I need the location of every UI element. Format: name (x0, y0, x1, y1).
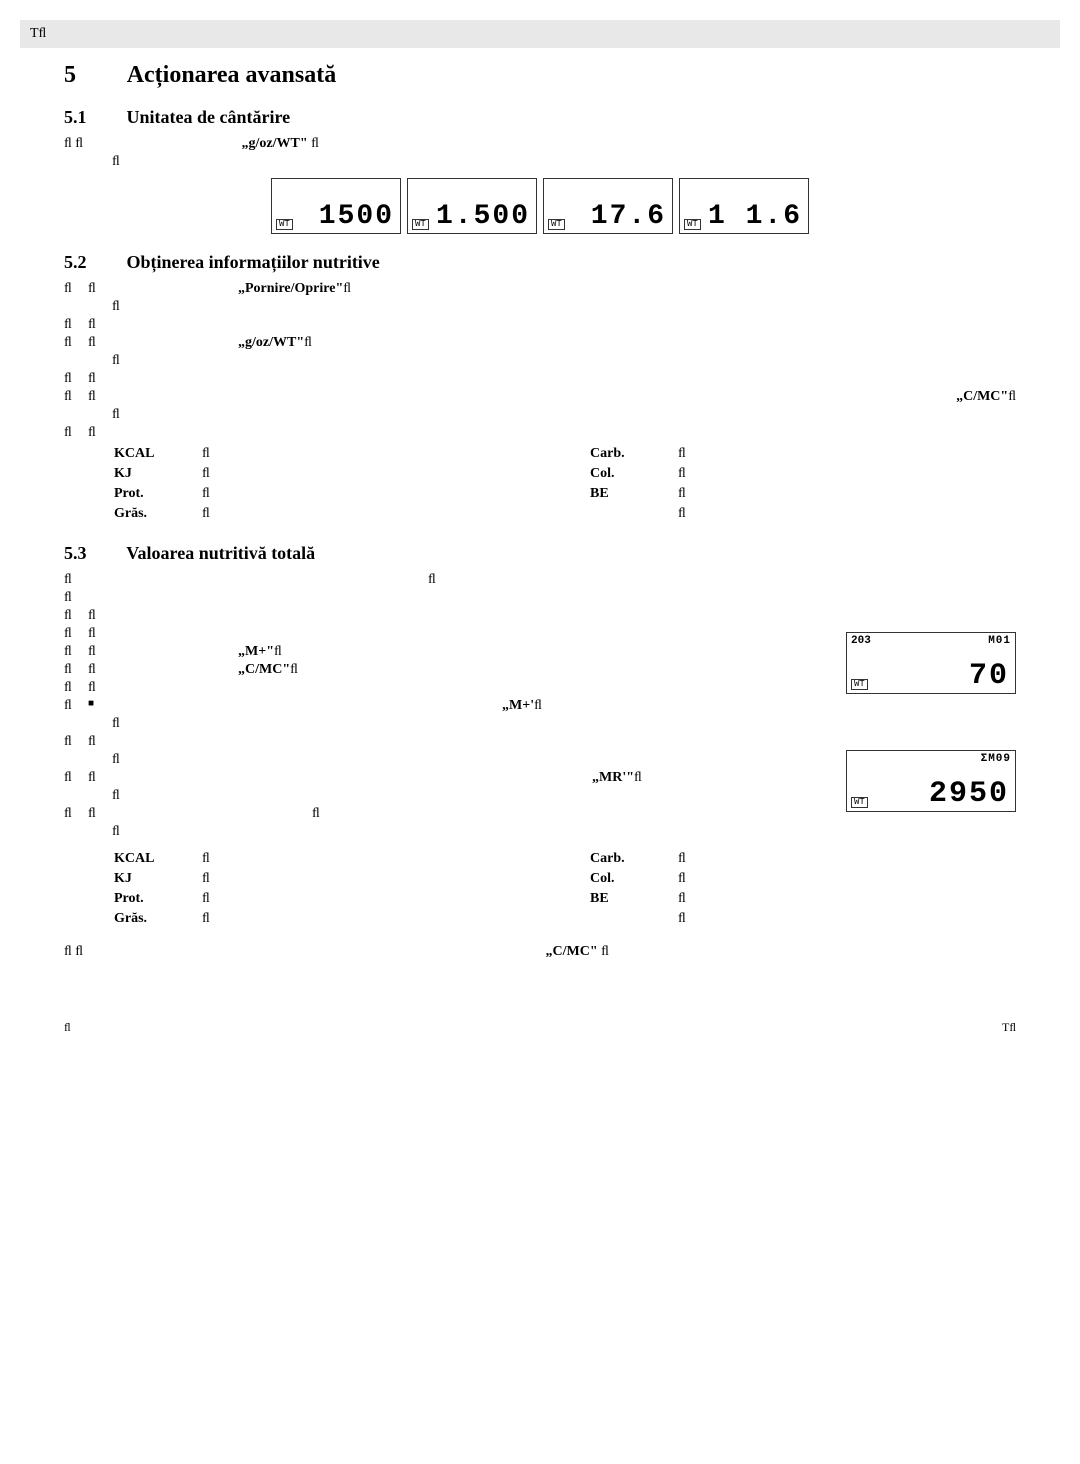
sec51-l1-bul: ﬂ ﬂ (64, 136, 112, 152)
sec51-number: 5.1 (64, 107, 122, 128)
list-item: ﬂﬂxxxxxxxxxxxxxxxxxx„g/oz/WT"ﬂ (64, 335, 1016, 351)
table-row: Carb.ﬂ (582, 445, 694, 463)
chapter-title: Acționarea avansată (127, 62, 337, 88)
lcd-1.500: 1.500 WT (407, 178, 537, 234)
lcd-17.6-val: 17.6 (591, 203, 666, 231)
list-item: ﬂﬂxxxxxxxxxxxxxxxxxx„M+"ﬂ (64, 644, 826, 660)
list-item: ﬂﬂﬂ (64, 806, 826, 822)
list-item: ﬂﬂxxxxxxxxxxxxxxxxxx„Pornire/Oprire"ﬂ (64, 281, 1016, 297)
lcd-1-1.6-tag: WT (684, 219, 701, 230)
lcd-17.6-tag: WT (548, 219, 565, 230)
table-row: Col.ﬂ (582, 870, 694, 888)
table-row: Prot.ﬂ (106, 890, 218, 908)
lcd-sum-tag: WT (851, 797, 868, 808)
table-row: Grăs.ﬂ (106, 910, 218, 928)
sec51-line2: ﬂ (64, 154, 1016, 170)
sec51-title: Unitatea de cântărire (127, 107, 291, 127)
sec52-body: ﬂﬂxxxxxxxxxxxxxxxxxx„Pornire/Oprire"ﬂ ﬂ … (64, 281, 1016, 441)
footer: ﬂ Tﬂ (20, 1020, 1060, 1035)
list-item: ﬂﬂ (64, 626, 826, 642)
lcd-1500g: 1500 WT (271, 178, 401, 234)
lcd-1-1.6-val: 1 1.6 (708, 203, 802, 231)
chapter-number: 5 (64, 62, 122, 89)
list-item: ﬂﬂ (64, 371, 1016, 387)
list-item: ﬂﬂ„MR'"ﬂ (64, 770, 826, 786)
list-item: ﬂﬂ (64, 572, 826, 588)
lcd-1.500-val: 1.500 (436, 203, 530, 231)
footer-left: ﬂ (64, 1020, 71, 1035)
chapter-heading: 5 Acționarea avansată (64, 62, 1016, 89)
table-row: Prot.ﬂ (106, 485, 218, 503)
list-item: ﬂﬂxxxxxxxxxxxxxxxxxx„C/MC"ﬂ (64, 662, 826, 678)
list-item: ﬂﬂ (64, 680, 826, 696)
table-row: KJﬂ (106, 465, 218, 483)
lcd-m01: 203 M01 70 WT (846, 632, 1016, 694)
sec53-number: 5.3 (64, 543, 122, 564)
table-row: KJﬂ (106, 870, 218, 888)
sec52-title: Obținerea informațiilor nutritive (127, 252, 380, 272)
lcd-sum-slot: ΣM09 (981, 753, 1011, 765)
sec53-info-table: KCALﬂ KJﬂ Prot.ﬂ Grăs.ﬂ Carb.ﬂ Col.ﬂ BEﬂ… (64, 848, 1016, 930)
sec51-l1-txt: xxxxxxxxxxxxxxxxxx „g/oz/WT" ﬂ (112, 136, 1016, 152)
table-row: KCALﬂ (106, 850, 218, 868)
lcd-m01-val: 70 (969, 661, 1009, 691)
list-item: ﬂ (64, 788, 826, 804)
list-item: ﬂ (64, 590, 826, 606)
header-bar: Tﬂ (20, 20, 1060, 48)
table-row: Col.ﬂ (582, 465, 694, 483)
sec53-lcd-top: 203 M01 70 WT (846, 632, 1016, 694)
sec51-l2-txt: ﬂ (112, 154, 1016, 170)
lcd-1500g-val: 1500 (319, 203, 394, 231)
sec53-last-line: ﬂ ﬂ „C/MC" ﬂ (64, 944, 1016, 960)
lcd-sum-val: 2950 (929, 779, 1009, 809)
table-row: KCALﬂ (106, 445, 218, 463)
info-left-53: KCALﬂ KJﬂ Prot.ﬂ Grăs.ﬂ (104, 848, 220, 930)
list-item: ﬂﬂ (64, 425, 1016, 441)
sec52-info-table: KCALﬂ KJﬂ Prot.ﬂ Grăs.ﬂ Carb.ﬂ Col.ﬂ BEﬂ… (64, 443, 1016, 525)
info-right-53: Carb.ﬂ Col.ﬂ BEﬂ ﬂ (580, 848, 696, 930)
sec53-lcd-bottom: ΣM09 2950 WT (846, 750, 1016, 812)
lcd-sum: ΣM09 2950 WT (846, 750, 1016, 812)
list-item: ﬂ (64, 824, 1016, 840)
sec53-heading: 5.3 Valoarea nutritivă totală (64, 543, 1016, 564)
list-item: ﬂﬂ (64, 734, 1016, 750)
table-row: ﬂ (582, 505, 694, 523)
list-item: ﬂ (64, 716, 1016, 732)
lcd-1.500-tag: WT (412, 219, 429, 230)
sec52-heading: 5.2 Obținerea informațiilor nutritive (64, 252, 1016, 273)
footer-right: Tﬂ (1002, 1020, 1016, 1035)
lcd-17.6: 17.6 WT (543, 178, 673, 234)
table-row: Grăs.ﬂ (106, 505, 218, 523)
lcd-m01-code: 203 (851, 635, 871, 647)
list-item: ﬂ (64, 407, 1016, 423)
table-row: BEﬂ (582, 890, 694, 908)
sec53-title: Valoarea nutritivă totală (126, 543, 315, 563)
list-item: ﬂ■„M+'ﬂ (64, 698, 1016, 714)
list-item: ﬂ (64, 353, 1016, 369)
table-row: ﬂ (582, 910, 694, 928)
info-right: Carb.ﬂ Col.ﬂ BEﬂ ﬂ (580, 443, 696, 525)
table-row: Carb.ﬂ (582, 850, 694, 868)
list-item: ﬂﬂ (64, 608, 826, 624)
list-item: ﬂﬂ„C/MC"ﬂ (64, 389, 1016, 405)
lcd-m01-slot: M01 (988, 635, 1011, 647)
lcd-m01-tag: WT (851, 679, 868, 690)
list-item: ﬂ (64, 299, 1016, 315)
lcd-1500g-tag: WT (276, 219, 293, 230)
sec51-line1: ﬂ ﬂ xxxxxxxxxxxxxxxxxx „g/oz/WT" ﬂ (64, 136, 1016, 152)
sec51-l1-post: ﬂ (311, 136, 319, 151)
table-row: BEﬂ (582, 485, 694, 503)
sec51-heading: 5.1 Unitatea de cântărire (64, 107, 1016, 128)
sec51-lcds: 1500 WT 1.500 WT 17.6 WT 1 1.6 WT (64, 178, 1016, 234)
lcd-1-1.6: 1 1.6 WT (679, 178, 809, 234)
sec51-l1-strong: „g/oz/WT" (242, 136, 308, 151)
sec53-body: ﬂﬂ ﬂ ﬂﬂ ﬂﬂ ﬂﬂxxxxxxxxxxxxxxxxxx„M+"ﬂ ﬂﬂx… (64, 572, 1016, 840)
list-item: ﬂﬂ (64, 317, 1016, 333)
document-body: 5 Acționarea avansată 5.1 Unitatea de câ… (20, 62, 1060, 960)
info-left: KCALﬂ KJﬂ Prot.ﬂ Grăs.ﬂ (104, 443, 220, 525)
sec52-number: 5.2 (64, 252, 122, 273)
